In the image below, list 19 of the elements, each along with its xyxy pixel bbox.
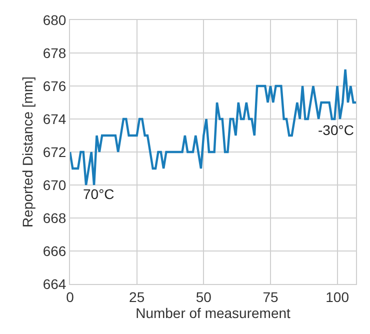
y-tick-label: 664 (42, 276, 66, 292)
y-tick-label: 670 (42, 176, 66, 193)
y-tick-label: 676 (42, 78, 66, 94)
x-tick-label: 75 (262, 288, 278, 305)
x-tick-label: 100 (326, 288, 350, 305)
x-tick-label: 0 (66, 288, 74, 305)
y-tick-label: 668 (42, 210, 66, 226)
x-tick-label: 25 (129, 288, 145, 305)
x-axis-title: Number of measurement (136, 305, 291, 322)
y-tick-label: 672 (42, 144, 66, 160)
annotation: -30°C (318, 122, 354, 138)
y-tick-label: 680 (42, 12, 66, 28)
y-tick-label: 666 (42, 242, 66, 259)
line-series (70, 68, 356, 186)
y-axis-title: Reported Distance [mm] (19, 76, 36, 228)
y-tick-label: 678 (42, 44, 66, 61)
y-tick-label: 674 (42, 110, 66, 127)
x-tick-label: 50 (196, 288, 212, 305)
annotation: 70°C (83, 186, 114, 202)
